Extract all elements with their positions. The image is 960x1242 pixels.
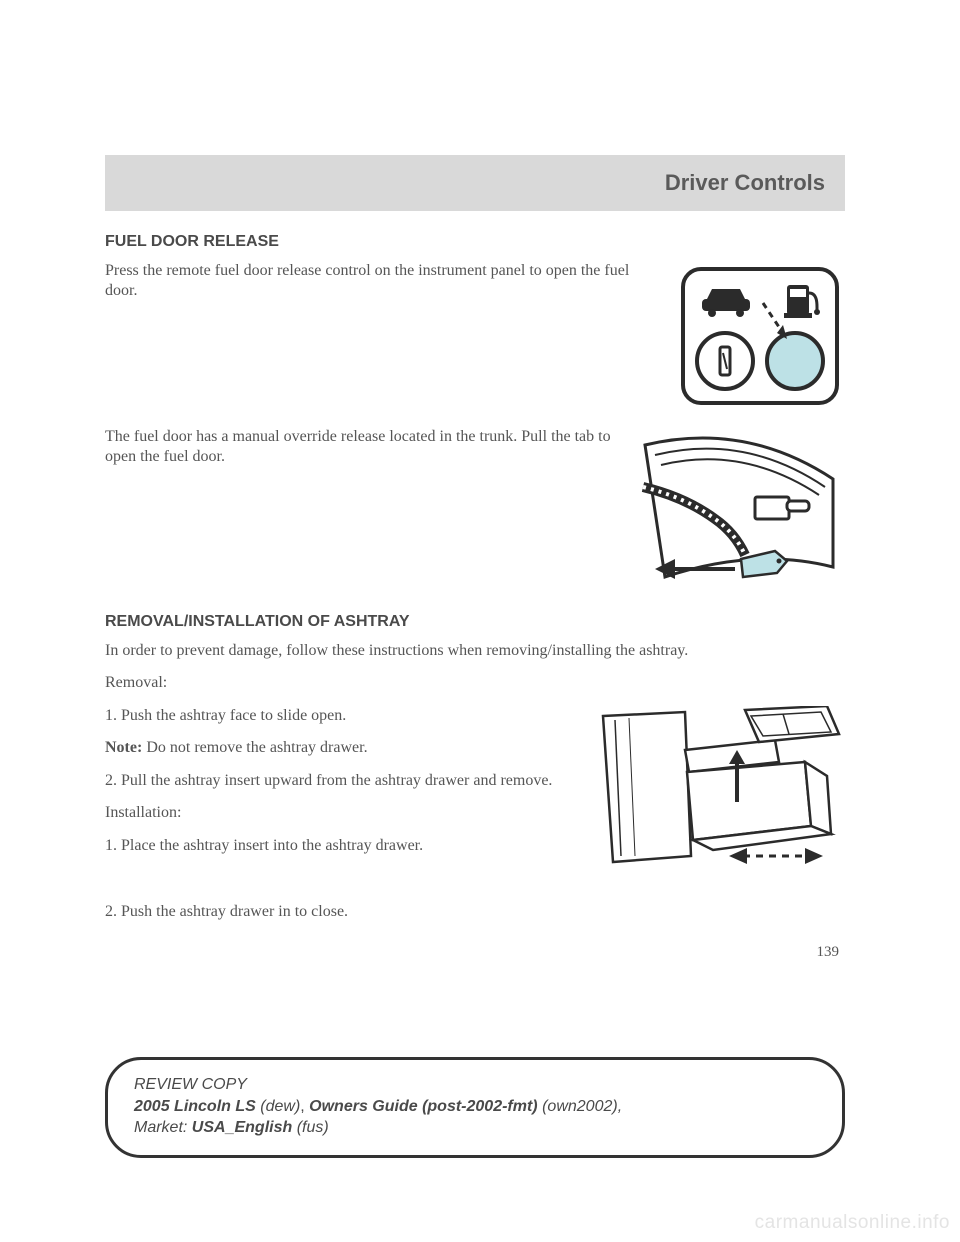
footer-l3-i: (fus) [292, 1119, 328, 1136]
footer-line1: REVIEW COPY [134, 1076, 247, 1093]
footer-l3-b: USA_English [192, 1119, 292, 1136]
fuel-p1: Press the remote fuel door release contr… [105, 261, 661, 302]
ashtray-intro: In order to prevent damage, follow these… [105, 641, 845, 661]
ashtray-step1: 1. Push the ashtray face to slide open. [105, 706, 581, 726]
footer-l2-p1: , [300, 1098, 309, 1115]
fuel-button-illustration [675, 261, 845, 411]
watermark: carmanualsonline.info [755, 1212, 950, 1234]
ashtray-note: Note: Do not remove the ashtray drawer. [105, 738, 581, 758]
page-content: Driver Controls FUEL DOOR RELEASE Press … [105, 155, 845, 961]
footer-l2-i2: (own2002), [538, 1098, 623, 1115]
fuel-row-1: Press the remote fuel door release contr… [105, 261, 845, 411]
note-label: Note: [105, 739, 142, 756]
section-title-fuel: FUEL DOOR RELEASE [105, 233, 845, 251]
fuel-text-2: The fuel door has a manual override rele… [105, 427, 611, 480]
header-title: Driver Controls [665, 170, 825, 196]
footer-l3-p: Market: [134, 1119, 192, 1136]
ashtray-install-label: Installation: [105, 803, 581, 823]
footer-box: REVIEW COPY 2005 Lincoln LS (dew), Owner… [105, 1057, 845, 1158]
header-bar: Driver Controls [105, 155, 845, 211]
ashtray-row: 1. Push the ashtray face to slide open. … [105, 706, 845, 886]
trunk-release-illustration [625, 427, 845, 597]
fuel-p2: The fuel door has a manual override rele… [105, 427, 611, 468]
footer-l2-b1: 2005 Lincoln LS [134, 1098, 256, 1115]
ashtray-illustration [595, 706, 845, 886]
footer-l2-i1: (dew) [256, 1098, 300, 1115]
page-number: 139 [105, 944, 845, 961]
footer-l2-b2: Owners Guide (post-2002-fmt) [309, 1098, 537, 1115]
section-title-ashtray: REMOVAL/INSTALLATION OF ASHTRAY [105, 613, 845, 631]
ashtray-removal-label: Removal: [105, 673, 845, 693]
ashtray-text: 1. Push the ashtray face to slide open. … [105, 706, 581, 868]
ashtray-step2: 2. Pull the ashtray insert upward from t… [105, 771, 581, 791]
ashtray-istep1: 1. Place the ashtray insert into the ash… [105, 836, 581, 856]
fuel-text-1: Press the remote fuel door release contr… [105, 261, 661, 314]
fuel-row-2: The fuel door has a manual override rele… [105, 427, 845, 597]
ashtray-istep2: 2. Push the ashtray drawer in to close. [105, 902, 845, 922]
note-text: Do not remove the ashtray drawer. [142, 739, 367, 756]
